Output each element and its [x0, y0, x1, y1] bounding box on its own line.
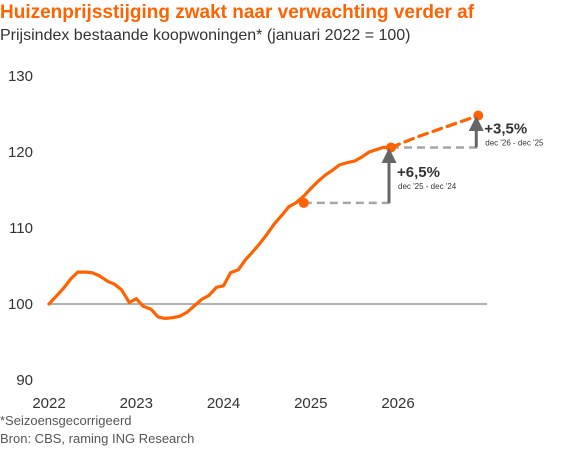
- chart-subtitle: Prijsindex bestaande koopwoningen* (janu…: [0, 27, 411, 44]
- x-tick-label: 2026: [381, 395, 414, 412]
- data-point-marker: [298, 197, 309, 208]
- y-tick-label: 100: [8, 296, 33, 313]
- price-index-series-line: [47, 145, 393, 320]
- y-axis: 90 100 110 120 130: [8, 68, 33, 389]
- x-tick-label: 2022: [32, 395, 65, 412]
- forecast-series-line: [389, 113, 480, 149]
- change-percentage-label: +3,5%: [484, 120, 527, 137]
- change-period-label: dec '25 - dec '24: [398, 182, 457, 191]
- data-point-marker: [473, 110, 484, 121]
- x-axis: 2022 2023 2024 2025 2026: [32, 395, 414, 412]
- y-tick-label: 90: [16, 372, 33, 389]
- data-point-marker: [386, 142, 397, 153]
- x-tick-label: 2025: [294, 395, 327, 412]
- x-tick-label: 2023: [120, 395, 153, 412]
- x-tick-label: 2024: [207, 395, 240, 412]
- reference-lines: [49, 146, 487, 305]
- change-period-label: dec '26 - dec '25: [485, 138, 544, 147]
- y-tick-label: 130: [8, 68, 33, 85]
- y-tick-label: 120: [8, 144, 33, 161]
- chart-title: Huizenprijsstijging zwakt naar verwachti…: [0, 2, 475, 23]
- source-note: Bron: CBS, raming ING Research: [0, 431, 195, 446]
- annotation-layer: +6,5%dec '25 - dec '24 +3,5%dec '26 - dec…: [381, 116, 544, 203]
- footnote: *Seizoensgecorrigeerd: [0, 413, 132, 428]
- y-tick-label: 110: [9, 220, 33, 237]
- change-percentage-label: +6,5%: [397, 164, 440, 181]
- series-layer: [47, 113, 480, 320]
